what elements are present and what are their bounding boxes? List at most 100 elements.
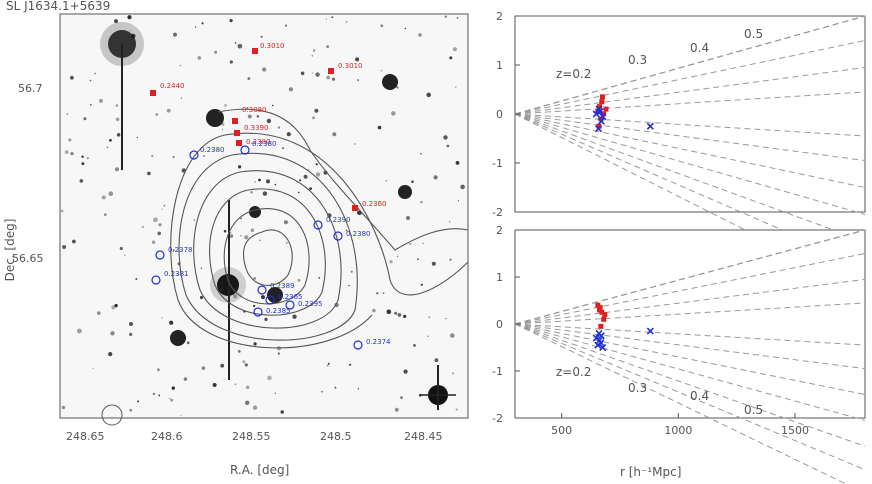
background-star [372,308,376,313]
bright-stars [100,22,456,410]
background-star [420,200,423,204]
y-tick-label: -2 [492,206,503,219]
background-star [179,64,182,67]
redshift-line [514,113,866,291]
beam-circle [101,404,123,426]
background-star [325,18,327,20]
data-point-blue [646,122,654,130]
redshift-line [514,113,866,137]
background-star [256,115,260,118]
background-star [89,79,92,82]
background-star [173,32,177,37]
mass-contours [170,108,469,349]
background-star [261,295,265,300]
redshift-line [514,15,866,115]
background-star [96,311,101,315]
blue-marker [313,220,323,230]
background-star [147,171,151,176]
data-point-red [600,94,605,100]
background-star [450,333,455,338]
background-star [396,86,399,89]
phase-space-top-panel: -2 -1 0 1 2 z=0.2 0.3 0.4 0.5 [492,10,866,291]
background-star [299,179,302,182]
background-star [448,221,451,223]
background-star [250,228,255,232]
background-star [284,24,288,27]
background-star [114,303,118,308]
background-star [247,77,251,81]
background-star [303,174,308,179]
background-star [326,45,330,49]
background-star [70,75,74,80]
background-star [350,270,353,273]
background-star [262,67,267,72]
background-star [433,175,438,180]
background-star [115,167,119,172]
background-star [254,181,256,183]
red-label: 0.3390 [244,124,269,132]
background-star [136,136,138,139]
sky-x-tick: 248.6 [151,430,183,443]
background-star [444,15,447,18]
redshift-line [514,323,866,471]
data-point-blue [646,327,654,335]
background-star [253,276,257,280]
background-star [72,239,76,244]
redshift-line [514,323,866,346]
red-marker [150,90,156,96]
blue-label: 0.2380 [346,230,371,238]
background-star [151,155,154,158]
background-star [382,292,385,294]
background-star [244,235,249,240]
background-star [452,372,455,375]
background-star [161,208,163,210]
background-star [264,317,268,321]
background-star [83,117,87,121]
background-star [377,125,382,130]
x-tick-label: 1500 [781,424,809,437]
background-star [114,19,118,23]
redshift-line [514,91,866,115]
background-star [460,184,465,190]
background-star [345,229,348,232]
red-label: 0.2380 [246,138,271,146]
background-star [106,146,109,149]
background-star [252,405,258,410]
background-star [457,200,459,202]
rp-xlabel: r [h⁻¹Mpc] [620,465,681,479]
sky-stars [60,15,465,416]
background-star [169,320,174,325]
redshift-line [514,113,866,242]
background-star [245,385,250,390]
x-tick-label: 1000 [664,424,692,437]
background-star [418,33,422,37]
background-star [161,317,163,319]
background-star [348,363,352,366]
background-star [77,328,82,334]
background-star [246,107,249,109]
background-star [171,386,175,390]
sky-panel: 0.3010 0.3010 0.2440 0.3080 0.3390 0.238… [3,13,469,477]
background-star [312,116,315,120]
redshift-line [514,323,866,421]
data-point-red [599,99,605,105]
background-star [155,113,159,116]
background-star [199,295,204,300]
y-tick-label: 1 [496,59,503,72]
background-star [277,352,280,355]
x-tick-label: 500 [551,424,572,437]
data-point-blue [597,117,605,125]
background-star [422,242,425,245]
background-star [89,103,92,106]
background-star [158,394,161,397]
red-label: 0.2360 [362,200,387,208]
background-star [193,219,196,221]
background-star [420,283,423,286]
sky-y-tick: 56.7 [18,82,43,95]
background-star [413,344,416,347]
background-star [247,114,252,119]
redshift-label: z=0.2 [556,365,591,379]
background-star [326,364,329,367]
background-star [212,383,217,387]
